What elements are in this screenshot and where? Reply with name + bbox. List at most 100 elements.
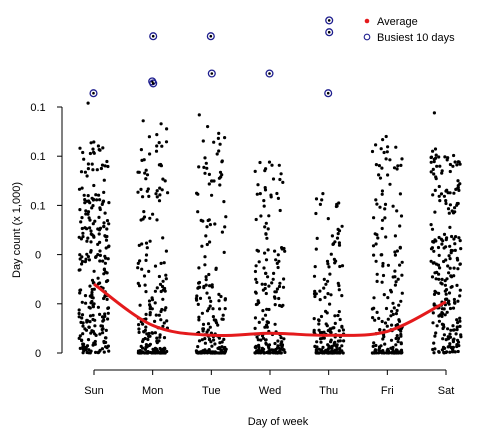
daily-point xyxy=(372,253,376,257)
daily-point xyxy=(137,323,141,327)
daily-point xyxy=(197,315,201,319)
daily-point xyxy=(212,338,216,342)
daily-point xyxy=(436,245,441,250)
daily-point xyxy=(264,271,268,275)
daily-point xyxy=(448,257,452,261)
busiest-day-marker xyxy=(149,32,158,41)
daily-point xyxy=(257,348,261,352)
daily-point xyxy=(431,261,435,265)
daily-point xyxy=(257,320,261,324)
daily-point xyxy=(398,245,402,249)
daily-point xyxy=(98,226,103,230)
daily-point xyxy=(141,217,145,221)
daily-point xyxy=(321,345,325,349)
daily-point xyxy=(441,337,445,341)
daily-point xyxy=(430,227,435,231)
daily-point xyxy=(154,149,159,153)
daily-point xyxy=(279,351,283,355)
daily-point xyxy=(317,318,321,323)
daily-point xyxy=(219,294,223,299)
daily-point xyxy=(321,192,325,196)
daily-point xyxy=(444,292,448,296)
daily-point xyxy=(217,299,221,303)
daily-point xyxy=(196,345,200,349)
daily-point xyxy=(452,191,456,195)
daily-point xyxy=(91,303,95,307)
daily-point xyxy=(195,191,199,195)
daily-point xyxy=(101,146,105,150)
daily-point xyxy=(150,307,154,311)
daily-point xyxy=(451,338,455,342)
daily-point xyxy=(207,348,211,352)
daily-point xyxy=(209,340,213,344)
daily-point xyxy=(210,283,214,287)
daily-point xyxy=(448,244,452,248)
daily-point xyxy=(157,141,161,145)
daily-point xyxy=(159,261,163,265)
daily-point xyxy=(218,183,222,187)
daily-point xyxy=(81,235,85,239)
daily-point xyxy=(277,259,281,263)
busiest-day-point xyxy=(151,82,155,85)
daily-point xyxy=(77,311,81,316)
daily-point xyxy=(315,340,319,344)
daily-point xyxy=(384,235,388,239)
daily-point xyxy=(386,317,390,321)
daily-point xyxy=(275,351,279,355)
daily-point xyxy=(283,350,287,354)
daily-point xyxy=(372,216,376,220)
daily-point xyxy=(385,150,389,154)
daily-point xyxy=(103,261,107,265)
daily-point xyxy=(455,343,459,347)
daily-point xyxy=(205,225,209,229)
daily-point xyxy=(262,347,266,351)
daily-point xyxy=(79,220,83,224)
daily-point xyxy=(81,231,85,235)
daily-point xyxy=(431,321,435,325)
daily-point xyxy=(200,311,204,315)
daily-point xyxy=(96,242,100,246)
daily-point xyxy=(202,165,206,169)
daily-point xyxy=(82,157,86,161)
daily-point xyxy=(90,293,94,297)
daily-point xyxy=(160,307,164,312)
busiest-day-marker xyxy=(324,89,333,98)
daily-point xyxy=(98,259,102,263)
daily-point xyxy=(203,341,207,345)
daily-point xyxy=(154,192,158,196)
daily-point xyxy=(313,289,317,293)
daily-point xyxy=(399,348,404,352)
daily-point xyxy=(144,290,148,294)
daily-point xyxy=(97,148,101,152)
daily-point xyxy=(194,296,198,301)
daily-point xyxy=(83,294,88,298)
y-tick-label: 0 xyxy=(35,250,41,262)
daily-point xyxy=(255,192,259,196)
daily-point xyxy=(383,216,387,220)
daily-point xyxy=(148,216,152,220)
daily-point xyxy=(92,151,96,155)
daily-point xyxy=(452,266,456,270)
daily-point xyxy=(395,209,399,213)
busiest-day-marker xyxy=(325,28,334,37)
daily-point xyxy=(457,160,461,164)
daily-point xyxy=(80,216,84,220)
daily-point xyxy=(337,284,341,288)
daily-point xyxy=(211,307,215,311)
daily-point xyxy=(260,350,264,354)
daily-point xyxy=(144,241,149,245)
daily-point xyxy=(83,198,87,202)
daily-point xyxy=(429,155,434,159)
daily-point xyxy=(440,242,444,246)
daily-point xyxy=(431,167,435,171)
daily-point xyxy=(102,318,106,322)
daily-point xyxy=(383,202,388,206)
daily-point xyxy=(197,113,201,117)
daily-point xyxy=(335,347,339,352)
daily-point xyxy=(80,259,85,264)
daily-point xyxy=(257,343,261,347)
daily-point xyxy=(159,289,163,294)
daily-point xyxy=(277,296,281,301)
x-tick-label: Tue xyxy=(202,385,221,397)
daily-point xyxy=(92,183,96,188)
